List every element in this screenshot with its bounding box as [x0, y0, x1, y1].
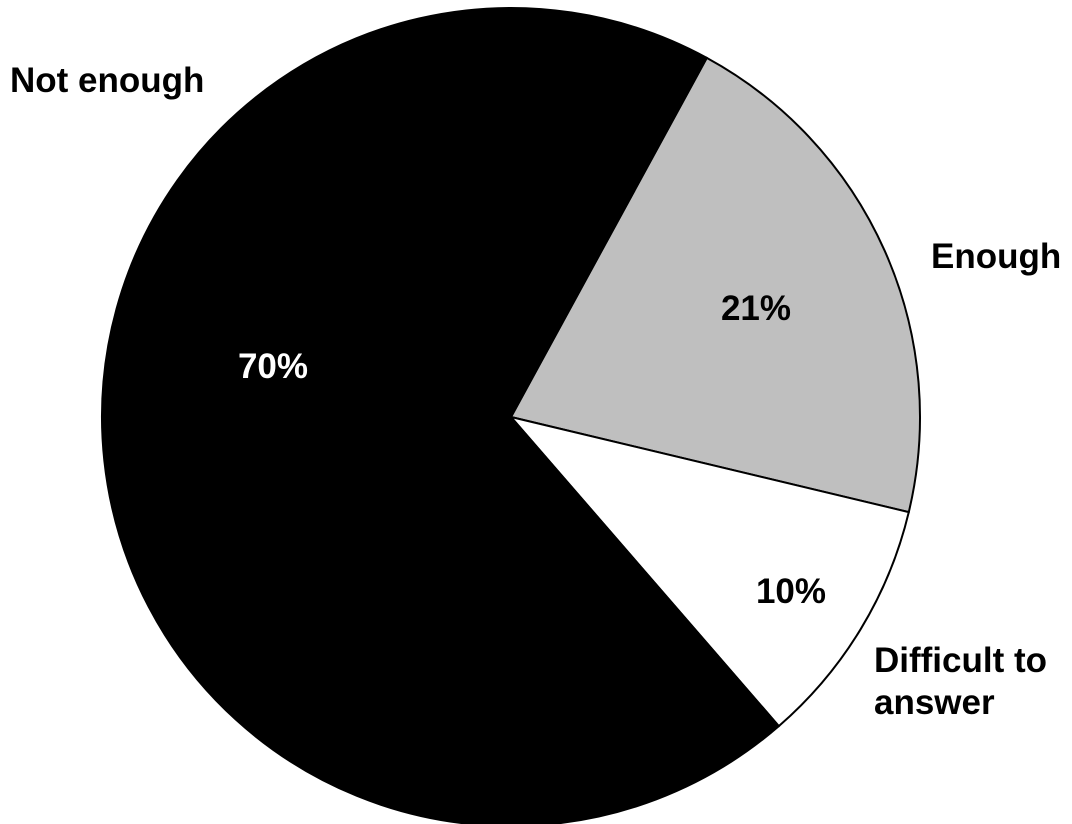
slice-value-label: 10% — [756, 572, 826, 611]
pie-slice-enough — [509, 56, 921, 514]
slice-value-label: 70% — [238, 347, 308, 386]
slice-category-label: Not enough — [10, 61, 204, 100]
pie-slice-difficult-to-answer — [508, 415, 910, 728]
slice-category-label: Difficult to answer — [874, 641, 1047, 722]
slice-category-label: Enough — [931, 237, 1061, 276]
slice-value-label: 21% — [721, 289, 791, 328]
slice-category-label-line: Difficult to — [874, 641, 1047, 680]
slice-category-label-line: answer — [874, 683, 995, 722]
pie-slice-not-enough — [101, 7, 781, 824]
